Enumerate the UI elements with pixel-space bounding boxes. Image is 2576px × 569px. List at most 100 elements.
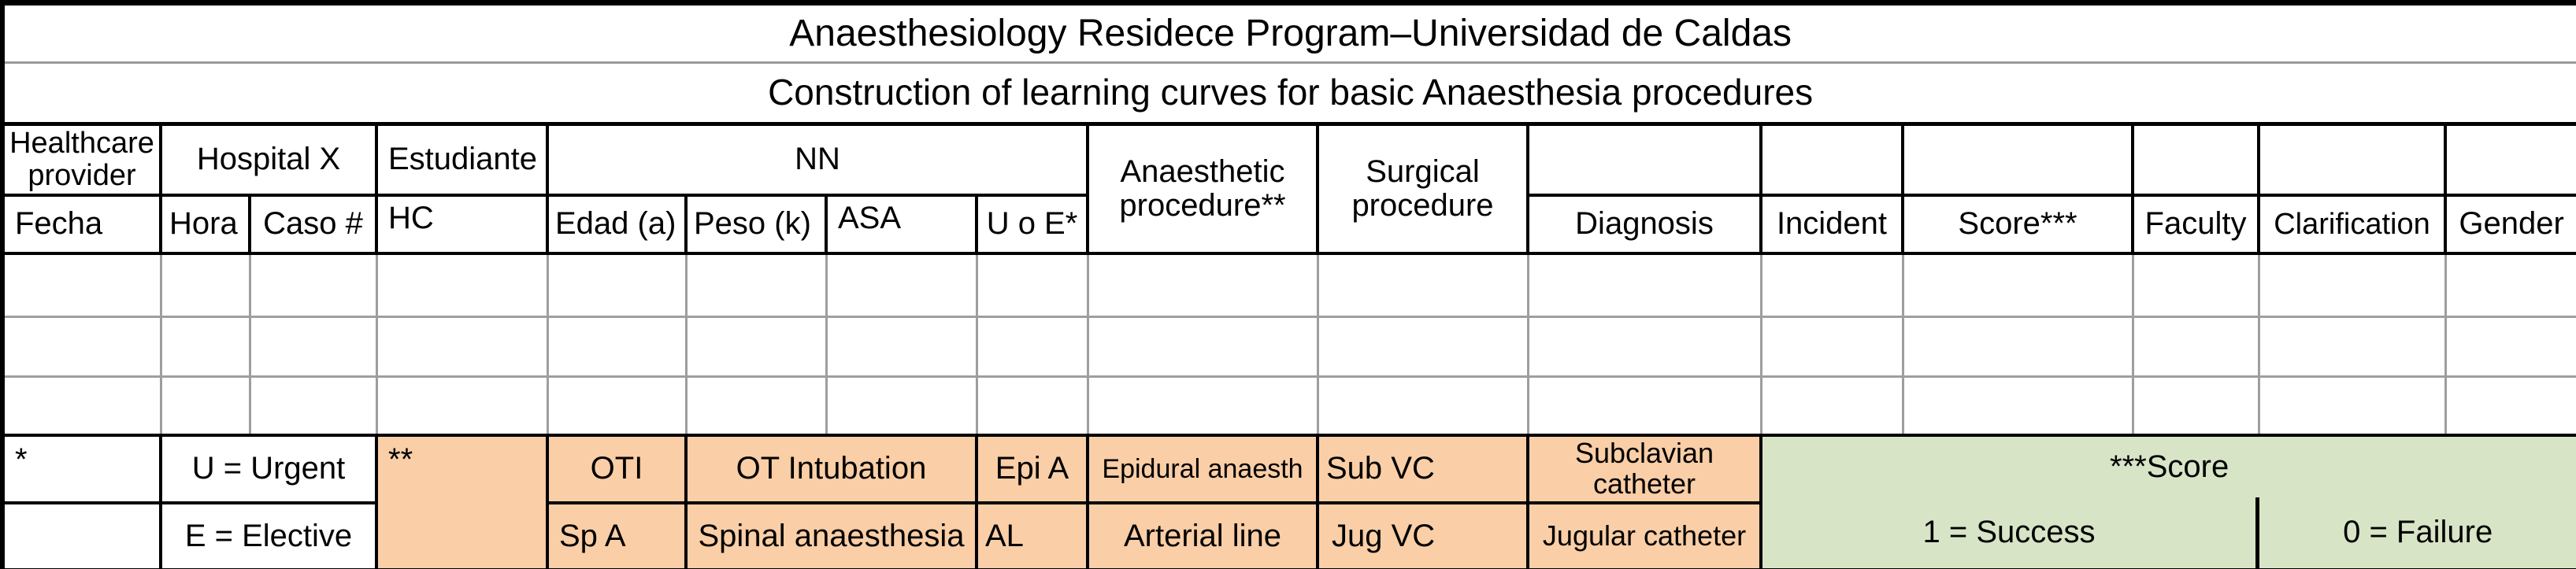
data-cell[interactable] (1759, 375, 1904, 437)
data-cell[interactable] (825, 375, 978, 437)
legend-urgent: U = Urgent (159, 434, 378, 504)
data-cell[interactable] (1316, 252, 1529, 318)
data-cell[interactable] (546, 252, 688, 318)
data-cell[interactable] (1, 315, 162, 378)
data-cell[interactable] (159, 252, 251, 318)
legend-subvc-abbr: Sub VC (1316, 434, 1529, 504)
data-cell[interactable] (248, 375, 378, 437)
data-cell[interactable] (2131, 375, 2260, 437)
legend-epia-abbr: Epi A (975, 434, 1089, 504)
data-cell[interactable] (1526, 375, 1762, 437)
data-cell[interactable] (2257, 375, 2447, 437)
legend-star-spacer (1, 501, 162, 569)
header-spacer-score (1901, 122, 2134, 198)
legend-spa-abbr: Sp A (546, 501, 688, 569)
data-cell[interactable] (1901, 252, 2134, 318)
data-cell[interactable] (975, 252, 1089, 318)
header-gender: Gender (2443, 194, 2576, 256)
header-healthcare-provider: Healthcare provider (1, 122, 162, 198)
data-cell[interactable] (159, 315, 251, 378)
header-caso: Caso # (248, 194, 378, 256)
legend-subvc-full: Subclavian catheter (1526, 434, 1762, 504)
header-fecha: Fecha (1, 194, 162, 256)
header-hora: Hora (159, 194, 251, 256)
data-cell[interactable] (684, 315, 828, 378)
data-cell[interactable] (2131, 252, 2260, 318)
header-estudiante: Estudiante (375, 122, 549, 198)
header-surgical-procedure: Surgical procedure (1316, 122, 1529, 256)
legend-jugvc-full: Jugular catheter (1526, 501, 1762, 569)
form-title: Anaesthesiology Residece Program–Univers… (2, 2, 2576, 64)
data-cell[interactable] (1086, 375, 1319, 437)
header-peso: Peso (k) (684, 194, 828, 256)
empty-data-row (1, 375, 2576, 437)
score-divider-line (2255, 497, 2260, 568)
header-spacer-faculty (2131, 122, 2260, 198)
legend-score-title: ***Score (2110, 449, 2229, 484)
header-nn: NN (546, 122, 1089, 198)
data-cell[interactable] (375, 375, 549, 437)
header-incident: Incident (1759, 194, 1904, 256)
score-values-row: 1 = Success 0 = Failure (1764, 497, 2575, 568)
data-cell[interactable] (825, 252, 978, 318)
data-cell[interactable] (1, 252, 162, 318)
data-cell[interactable] (546, 315, 688, 378)
data-cell[interactable] (546, 375, 688, 437)
data-cell[interactable] (1086, 315, 1319, 378)
data-cell[interactable] (1901, 315, 2134, 378)
data-cell[interactable] (2131, 315, 2260, 378)
data-cell[interactable] (1759, 252, 1904, 318)
data-cell[interactable] (159, 375, 251, 437)
data-cell[interactable] (1316, 375, 1529, 437)
header-clarification: Clarification (2257, 194, 2447, 256)
data-cell[interactable] (248, 252, 378, 318)
legend-score-block: ***Score 1 = Success 0 = Failure (1759, 434, 2576, 569)
data-cell[interactable] (2257, 315, 2447, 378)
data-cell[interactable] (1759, 315, 1904, 378)
empty-data-row (1, 315, 2576, 378)
data-cell[interactable] (375, 252, 549, 318)
score-block-layout: ***Score 1 = Success 0 = Failure (1764, 438, 2575, 568)
header-anaesthetic-procedure: Anaesthetic procedure** (1086, 122, 1319, 256)
data-cell[interactable] (2257, 252, 2447, 318)
data-cell[interactable] (2444, 375, 2576, 437)
data-cell[interactable] (1316, 315, 1529, 378)
data-cell[interactable] (825, 315, 978, 378)
header-u-o-e: U o E* (975, 194, 1089, 256)
data-cell[interactable] (248, 315, 378, 378)
empty-data-row (1, 252, 2576, 318)
legend-oti-abbr: OTI (546, 434, 688, 504)
legend-al-full: Arterial line (1086, 501, 1319, 569)
legend-spa-full: Spinal anaesthesia (684, 501, 978, 569)
data-cell[interactable] (1086, 252, 1319, 318)
header-spacer-gender (2443, 122, 2576, 198)
data-cell[interactable] (2444, 252, 2576, 318)
header-hospital: Hospital X (159, 122, 378, 198)
data-cell[interactable] (375, 315, 549, 378)
data-cell[interactable] (684, 252, 828, 318)
legend-double-star: ** (375, 434, 549, 569)
data-cell[interactable] (684, 375, 828, 437)
legend-epia-full: Epidural anaesth (1086, 434, 1319, 504)
data-cell[interactable] (1526, 252, 1762, 318)
legend-score-success: 1 = Success (1922, 515, 2096, 550)
data-cell[interactable] (975, 315, 1089, 378)
legend-al-abbr: AL (975, 501, 1089, 569)
header-spacer-diagnosis (1526, 122, 1762, 198)
form-subtitle: Construction of learning curves for basi… (2, 62, 2576, 126)
data-cell[interactable] (1901, 375, 2134, 437)
legend-jugvc-abbr: Jug VC (1316, 501, 1529, 569)
data-cell[interactable] (2444, 315, 2576, 378)
data-cell[interactable] (1526, 315, 1762, 378)
header-spacer-incident (1759, 122, 1904, 198)
data-cell[interactable] (975, 375, 1089, 437)
legend-elective: E = Elective (159, 501, 378, 569)
data-cell[interactable] (1, 375, 162, 437)
header-asa: ASA (825, 194, 978, 256)
header-diagnosis: Diagnosis (1526, 194, 1762, 256)
header-score: Score*** (1901, 194, 2134, 256)
header-spacer-clarification (2257, 122, 2447, 198)
legend-oti-full: OT Intubation (684, 434, 978, 504)
